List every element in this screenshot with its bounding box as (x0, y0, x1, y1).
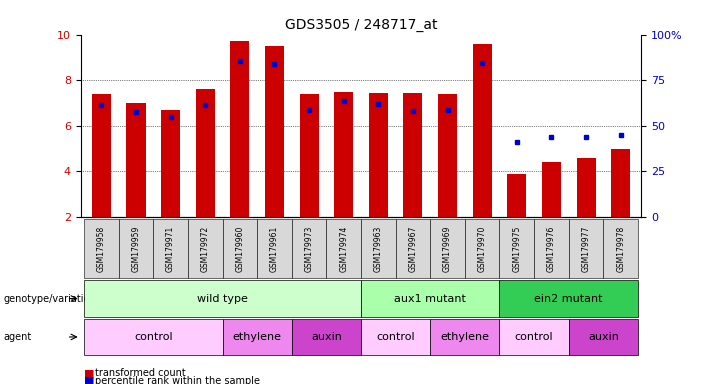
Text: ■: ■ (84, 376, 95, 384)
Text: aux1 mutant: aux1 mutant (394, 293, 466, 304)
Bar (265, 46, 284, 217)
Text: GSM179974: GSM179974 (339, 225, 348, 272)
Text: GSM179963: GSM179963 (374, 225, 383, 272)
Bar (438, 94, 457, 217)
Text: transformed count: transformed count (95, 368, 185, 378)
Text: GSM179961: GSM179961 (270, 225, 279, 272)
Title: GDS3505 / 248717_at: GDS3505 / 248717_at (285, 18, 437, 32)
Text: auxin: auxin (588, 332, 619, 342)
Text: GSM179967: GSM179967 (409, 225, 417, 272)
Text: GSM179975: GSM179975 (512, 225, 522, 272)
Text: control: control (376, 332, 415, 342)
Text: genotype/variation: genotype/variation (4, 293, 96, 304)
Bar (611, 149, 630, 217)
Bar (161, 110, 180, 217)
Text: GSM179973: GSM179973 (305, 225, 313, 272)
Text: agent: agent (4, 332, 32, 342)
Bar (576, 158, 596, 217)
Text: GSM179960: GSM179960 (236, 225, 245, 272)
Bar (403, 93, 423, 217)
Text: percentile rank within the sample: percentile rank within the sample (95, 376, 259, 384)
Bar (472, 44, 491, 217)
Text: GSM179958: GSM179958 (97, 225, 106, 272)
Bar (369, 93, 388, 217)
Text: wild type: wild type (197, 293, 248, 304)
Text: ein2 mutant: ein2 mutant (534, 293, 603, 304)
Text: GSM179959: GSM179959 (132, 225, 140, 272)
Text: GSM179969: GSM179969 (443, 225, 452, 272)
Bar (126, 103, 146, 217)
Text: GSM179971: GSM179971 (166, 225, 175, 272)
Text: GSM179972: GSM179972 (200, 225, 210, 272)
Text: control: control (515, 332, 553, 342)
Text: ethylene: ethylene (440, 332, 489, 342)
Bar (196, 89, 215, 217)
Text: GSM179976: GSM179976 (547, 225, 556, 272)
Text: control: control (134, 332, 172, 342)
Bar (92, 94, 111, 217)
Text: GSM179970: GSM179970 (477, 225, 486, 272)
Text: GSM179977: GSM179977 (582, 225, 590, 272)
Text: auxin: auxin (311, 332, 342, 342)
Text: ethylene: ethylene (233, 332, 282, 342)
Text: GSM179978: GSM179978 (616, 225, 625, 272)
Bar (334, 91, 353, 217)
Bar (231, 41, 250, 217)
Bar (299, 94, 319, 217)
Text: ■: ■ (84, 368, 95, 378)
Bar (542, 162, 561, 217)
Bar (508, 174, 526, 217)
